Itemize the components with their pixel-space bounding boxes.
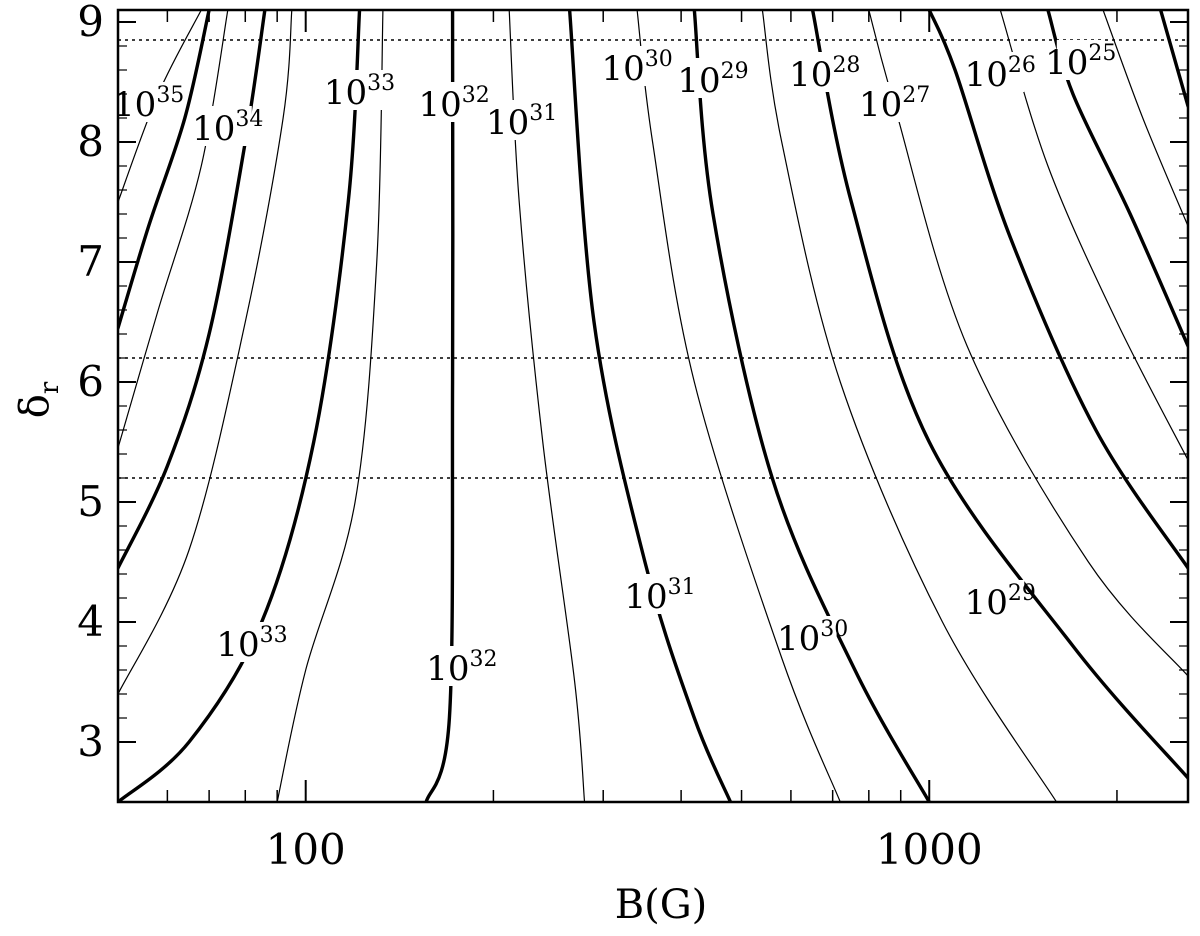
contour-line — [118, 10, 211, 330]
contour-label-bg — [437, 646, 486, 686]
contour-label-bg — [430, 82, 479, 122]
contour-label-base: 10 — [965, 583, 1008, 623]
contour-label-bg — [870, 82, 919, 122]
y-tick-label: 8 — [77, 117, 104, 166]
contour-label-base: 10 — [601, 49, 644, 89]
contour-label-bg — [613, 46, 662, 86]
contour-lines — [118, 10, 1188, 802]
contour-label: 1026 — [965, 53, 1036, 95]
y-tick-label: 5 — [77, 477, 104, 526]
contour-label: 1030 — [777, 617, 848, 659]
contour-label-exponent: 30 — [645, 47, 673, 72]
contour-label-base: 10 — [192, 109, 235, 149]
contour-label-base: 10 — [113, 85, 156, 125]
contour-line — [118, 10, 293, 695]
contour-label-bg — [124, 82, 173, 122]
contour-label-exponent: 34 — [235, 107, 263, 132]
contour-label: 1031 — [624, 575, 695, 617]
contour-label-bg — [800, 52, 849, 92]
contour-label-exponent: 32 — [469, 647, 497, 672]
contour-label-exponent: 25 — [1088, 41, 1116, 66]
contour-label: 1032 — [426, 647, 497, 689]
contour-label-bg — [1056, 40, 1105, 80]
contour-label-exponent: 30 — [820, 617, 848, 642]
contour-label-exponent: 26 — [1008, 53, 1036, 78]
contour-label: 1028 — [789, 53, 860, 95]
contour-label-base: 10 — [486, 103, 529, 143]
contour-label-exponent: 29 — [721, 59, 749, 84]
contour-label-bg — [636, 574, 685, 614]
contour-label-base: 10 — [777, 619, 820, 659]
contour-label-base: 10 — [859, 85, 902, 125]
contour-label: 1033 — [324, 71, 395, 113]
contour-label-base: 10 — [216, 625, 259, 665]
contour-line — [1102, 10, 1188, 227]
contour-label-exponent: 33 — [367, 71, 395, 96]
y-tick-label: 4 — [77, 597, 104, 646]
contour-label-bg — [227, 622, 276, 662]
contour-label-exponent: 29 — [1008, 581, 1036, 606]
contour-label-base: 10 — [426, 649, 469, 689]
contour-line — [636, 10, 841, 802]
contour-label-bg — [976, 52, 1025, 92]
contour-label: 1033 — [216, 623, 287, 665]
y-tick-label: 3 — [77, 717, 104, 766]
y-tick-label: 7 — [77, 237, 104, 286]
contour-label: 1034 — [192, 107, 263, 149]
contour-line — [810, 10, 1188, 780]
contour-label-base: 10 — [1045, 43, 1088, 83]
x-axis-title: B(G) — [615, 882, 708, 928]
contour-label-bg — [788, 616, 837, 656]
contour-label-exponent: 27 — [902, 83, 930, 108]
contour-line — [424, 10, 455, 802]
contour-line — [276, 10, 384, 802]
contour-line — [118, 10, 229, 449]
contour-line — [118, 10, 362, 802]
contour-label-exponent: 35 — [156, 83, 184, 108]
contour-line — [1158, 10, 1188, 108]
contour-label-exponent: 32 — [462, 83, 490, 108]
y-tick-label: 6 — [77, 357, 104, 406]
contour-line — [567, 10, 733, 802]
contour-label: 1025 — [1045, 41, 1116, 83]
y-axis-title-main: δ — [12, 394, 58, 418]
contour-label-base: 10 — [324, 73, 367, 113]
reference-lines — [118, 39, 1188, 479]
contour-label-exponent: 28 — [832, 53, 860, 78]
contour-label: 1027 — [859, 83, 930, 125]
contour-label-base: 10 — [677, 61, 720, 101]
y-tick-label: 9 — [77, 0, 104, 46]
plot-frame — [116, 8, 1190, 804]
contour-label: 1031 — [486, 101, 557, 143]
contour-label-exponent: 33 — [260, 623, 288, 648]
contour-label: 1035 — [113, 83, 184, 125]
x-tick-label: 100 — [266, 825, 346, 874]
contour-line — [118, 10, 267, 570]
contour-label-base: 10 — [789, 55, 832, 95]
contour-label: 1032 — [419, 83, 490, 125]
contour-line — [692, 10, 931, 802]
x-tick-label: 1000 — [876, 825, 983, 874]
contour-label-bg — [497, 100, 546, 140]
contour-label: 1029 — [677, 59, 748, 101]
contour-label-base: 10 — [965, 55, 1008, 95]
contour-label-exponent: 31 — [668, 575, 696, 600]
contour-line — [761, 10, 1058, 802]
contour-label-bg — [689, 58, 738, 98]
y-axis-title: δr — [12, 381, 65, 418]
contour-label-base: 10 — [624, 577, 667, 617]
contour-label-base: 10 — [419, 85, 462, 125]
contour-label: 1030 — [601, 47, 672, 89]
contour-label-exponent: 31 — [529, 101, 557, 126]
contour-label-bg — [203, 106, 252, 146]
contour-label-bg — [976, 580, 1025, 620]
contour-label-bg — [335, 70, 384, 110]
contour-label: 1029 — [965, 581, 1036, 623]
contour-line — [927, 10, 1188, 570]
y-axis-title-sub: r — [35, 381, 65, 394]
